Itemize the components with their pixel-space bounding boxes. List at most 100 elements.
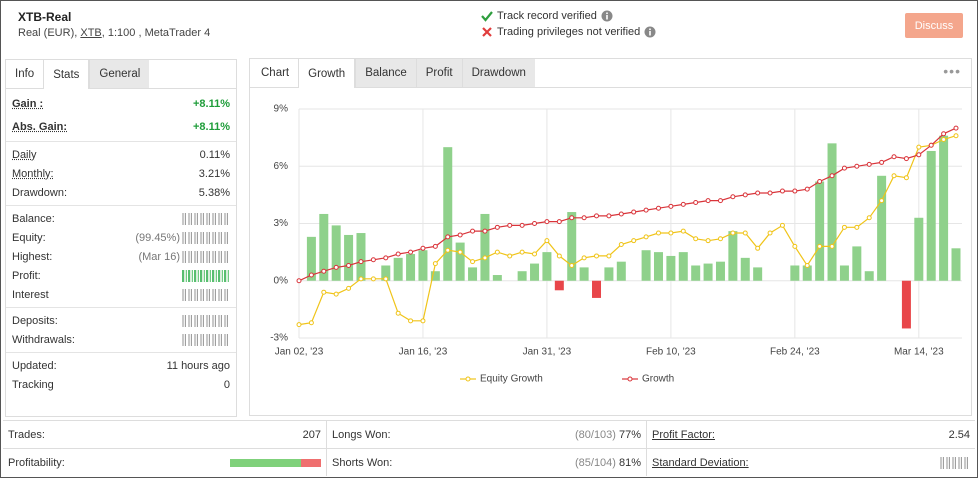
point [470,259,476,265]
point [408,318,414,324]
point [891,154,897,160]
point [370,257,376,263]
stat-row: Monthly: 3.21% [6,164,236,183]
tab[interactable]: General [89,60,150,88]
bar [406,254,416,281]
tab[interactable]: Chart [252,59,299,87]
summary-row: Profitability: Shorts Won: (85/104) 81% Stan… [3,448,975,476]
point [941,131,947,137]
tab[interactable]: Drawdown [461,59,535,87]
point [618,241,624,247]
point [928,142,934,148]
bar [319,213,329,281]
point [916,144,922,150]
point [631,209,637,215]
point [420,245,426,251]
hidden-value [182,269,230,282]
hidden-value [182,288,230,301]
tab[interactable]: Profit [415,59,462,87]
discuss-button[interactable]: Discuss [905,13,963,38]
hidden-value [182,250,230,263]
point [494,224,500,230]
summary-value: 77% [618,428,641,441]
point [879,198,885,204]
tab[interactable]: Growth [298,59,356,88]
point [730,230,736,236]
bar [604,267,614,281]
bar [852,246,862,281]
point [829,173,835,179]
point [569,262,575,268]
bar [480,213,490,281]
more-menu[interactable]: ••• [943,63,961,79]
point [395,310,401,316]
info-icon [644,26,656,38]
point [693,200,699,206]
y-tick-label: -3% [270,333,288,344]
point [779,188,785,194]
tab[interactable]: Info [6,60,44,88]
bar [877,175,887,281]
summary-note: (80/103) [574,428,616,441]
stat-label: Abs. Gain: [12,120,68,133]
point [792,188,798,194]
tab[interactable]: Balance [355,59,416,87]
point [308,320,314,326]
point [457,249,463,255]
summary-cell: Trades: 207 [3,421,327,448]
point [767,230,773,236]
point [544,219,550,225]
stat-group: Deposits: Withdrawals: [6,308,236,353]
tab[interactable]: Stats [43,60,90,89]
point [532,251,538,257]
point [705,238,711,244]
stat-row: Updated: 11 hours ago [6,356,236,375]
verified-line: Track record verified [481,10,613,22]
cross-icon [482,27,492,37]
stat-note: (99.45%) [135,231,180,244]
point [866,161,872,167]
point [482,228,488,234]
legend-label: Equity Growth [480,374,543,385]
bar [914,217,924,281]
point [767,190,773,196]
chart-tabs: Chart Growth Balance Profit Drawdown [250,59,971,88]
bar [691,265,701,281]
point [804,186,810,192]
point [606,213,612,219]
bar [542,252,552,281]
point [482,255,488,261]
point [916,152,922,158]
summary-note: (85/104) [574,456,616,469]
bar [468,267,478,281]
stat-label: Updated: [12,359,57,372]
bar [517,271,527,281]
x-tick-label: Feb 24, '23 [770,347,820,358]
point [655,230,661,236]
stat-row: Balance: [6,209,236,228]
stat-row: Drawdown: 5.38% [6,183,236,202]
stat-row: Tracking 0 [6,375,236,394]
point [445,234,451,240]
stat-group: Gain : +8.11% Abs. Gain: +8.11% [6,89,236,142]
bar [790,265,800,281]
bar [567,212,577,281]
y-tick-label: 6% [274,161,289,172]
point [457,232,463,238]
point [742,230,748,236]
chart-panel: Chart Growth Balance Profit Drawdown ••• [249,58,972,416]
stat-label: Interest [12,288,49,301]
broker-link[interactable]: XTB [80,27,102,39]
stat-row: Profit: [6,266,236,285]
bar [728,231,738,281]
stat-label: Tracking [12,378,54,391]
point [346,285,352,291]
hidden-value [940,456,970,469]
stat-label: Withdrawals: [12,333,75,346]
stat-value: +8.11% [192,97,230,110]
point [408,249,414,255]
point [680,228,686,234]
x-tick-label: Mar 14, '23 [894,347,944,358]
point [569,215,575,221]
not-verified-text: Trading privileges not verified [497,26,641,38]
